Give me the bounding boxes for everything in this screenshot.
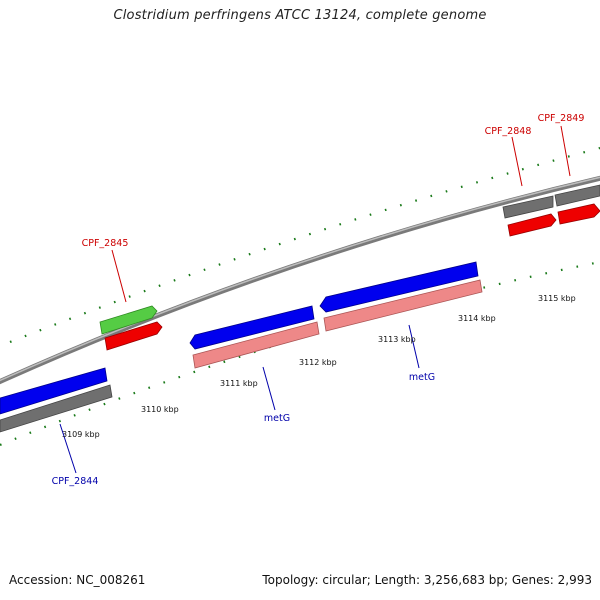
- feature-label-cpf2848: CPF_2848: [485, 126, 532, 137]
- inner-tick-track: [0, 260, 600, 447]
- scale-label-3114: 3114 kbp: [458, 314, 496, 323]
- scale-label-3112: 3112 kbp: [299, 358, 337, 367]
- scale-label-3113: 3113 kbp: [378, 335, 416, 344]
- label-leaders: [59, 125, 571, 474]
- map-title: Clostridium perfringens ATCC 13124, comp…: [113, 8, 487, 23]
- scale-label-3111: 3111 kbp: [220, 379, 258, 388]
- scale-label-3110: 3110 kbp: [141, 405, 179, 414]
- reverse-features: [0, 261, 483, 433]
- feature-cds-cpf2849[interactable]: [557, 203, 600, 225]
- feature-label-cpf2845: CPF_2845: [82, 238, 129, 249]
- feature-cds-cpf2844[interactable]: [0, 367, 108, 415]
- scale-label-3109: 3109 kbp: [62, 430, 100, 439]
- feature-pseudo-cpf2848[interactable]: [502, 195, 554, 219]
- scale-label-3115: 3115 kbp: [538, 294, 576, 303]
- feature-cds-cpf2848[interactable]: [507, 213, 557, 237]
- genome-summary-text: Topology: circular; Length: 3,256,683 bp…: [262, 573, 592, 587]
- feature-pseudo-cpf2844[interactable]: [0, 384, 113, 433]
- scale-labels: 3109 kbp 3110 kbp 3111 kbp 3112 kbp 3113…: [62, 294, 576, 439]
- feature-label-metg-left: metG: [264, 413, 290, 424]
- feature-rna-metg-right[interactable]: [323, 279, 483, 332]
- feature-label-cpf2849: CPF_2849: [538, 113, 585, 124]
- feature-cds-cpf2845[interactable]: [104, 321, 163, 351]
- feature-label-cpf2844: CPF_2844: [52, 476, 99, 487]
- accession-text: Accession: NC_008261: [9, 573, 146, 587]
- feature-cds-metg-right[interactable]: [319, 261, 479, 313]
- feature-label-metg-right: metG: [409, 372, 435, 383]
- feature-rna-metg-left[interactable]: [192, 321, 320, 369]
- feature-cds-metg-left[interactable]: [189, 305, 315, 350]
- feature-gene-cpf2845[interactable]: [99, 305, 158, 335]
- feature-pseudo-cpf2849[interactable]: [554, 184, 600, 207]
- genome-backbone: [0, 175, 600, 385]
- feature-labels: CPF_2844 CPF_2845 metG metG CPF_2848 CPF…: [52, 113, 585, 487]
- forward-features: [99, 184, 600, 351]
